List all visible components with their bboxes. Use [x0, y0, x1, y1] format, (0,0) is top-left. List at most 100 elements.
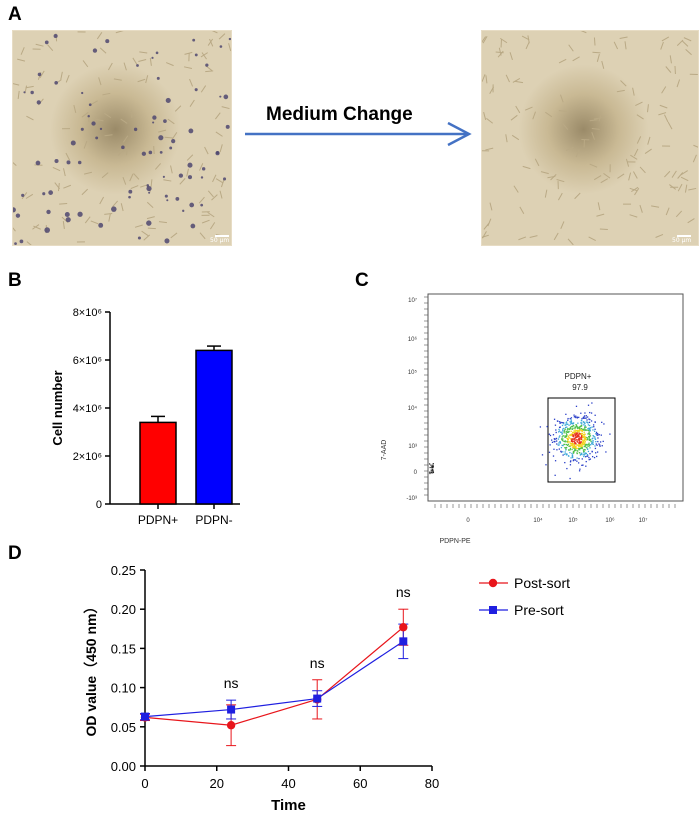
flow-event	[564, 451, 566, 453]
flow-event	[572, 441, 574, 443]
cell	[129, 173, 134, 182]
cell	[82, 60, 89, 68]
data-point-pre-sort	[399, 637, 408, 646]
flow-event	[573, 437, 575, 440]
flow-event	[583, 438, 586, 440]
cell	[174, 105, 182, 112]
stained-cell	[148, 150, 153, 155]
flow-event	[431, 465, 433, 467]
cell	[547, 175, 556, 179]
flow-event	[560, 446, 563, 449]
flow-event	[591, 426, 593, 428]
cell	[17, 58, 26, 62]
flow-event	[605, 451, 607, 453]
flow-event	[570, 419, 572, 421]
stained-cell	[146, 220, 152, 226]
data-point-post-sort	[399, 623, 408, 632]
flow-event	[561, 439, 563, 441]
stained-cell	[128, 189, 133, 194]
cell	[593, 37, 596, 46]
flow-event	[590, 412, 593, 414]
flow-event	[576, 444, 578, 446]
flow-event	[574, 438, 576, 440]
flow-x-tick-label: 10⁷	[639, 517, 648, 524]
flow-event	[589, 430, 591, 432]
flow-event	[585, 438, 587, 440]
flow-event	[581, 452, 583, 454]
cell	[593, 117, 602, 120]
flow-event	[578, 430, 581, 432]
micrograph-after: 50 μm	[481, 30, 699, 246]
flow-event	[432, 466, 434, 468]
flow-event	[594, 438, 596, 440]
flow-event	[551, 441, 554, 443]
flow-event	[571, 452, 573, 455]
cell	[591, 127, 600, 130]
flow-event	[579, 426, 581, 429]
y-tick-label: 0.25	[111, 563, 136, 578]
cell	[214, 112, 221, 120]
cell	[13, 224, 16, 232]
flow-x-label: PDPN-PE	[439, 538, 470, 545]
cell	[601, 60, 605, 69]
flow-event	[576, 440, 578, 442]
flow-event	[586, 419, 588, 421]
flow-event	[600, 434, 602, 436]
flow-event	[593, 435, 595, 438]
y-tick-label: 8×10⁶	[73, 307, 102, 319]
flow-event	[585, 460, 587, 463]
cell	[215, 131, 223, 137]
flow-event	[570, 460, 572, 462]
flow-event	[586, 429, 588, 431]
flow-event	[584, 429, 586, 432]
flow-event	[572, 425, 575, 427]
flow-event	[576, 438, 578, 441]
flow-event	[566, 467, 568, 470]
cell	[96, 32, 103, 40]
cell	[63, 168, 66, 177]
stained-cell	[146, 185, 152, 192]
flow-event	[569, 445, 571, 447]
flow-event	[575, 434, 577, 436]
flow-event	[571, 448, 573, 451]
cell	[26, 241, 34, 245]
cell	[603, 172, 611, 179]
flow-event	[575, 437, 577, 439]
flow-y-tick-label: 10⁵	[408, 369, 418, 376]
flow-event	[592, 429, 594, 431]
flow-event	[565, 421, 568, 423]
flow-event	[578, 434, 580, 436]
flow-event	[588, 418, 590, 420]
flow-event	[560, 450, 562, 452]
x-tick-label: 60	[353, 776, 367, 791]
cell	[688, 187, 697, 191]
stained-cell	[219, 45, 223, 48]
flow-event	[569, 461, 572, 463]
flow-event	[432, 464, 434, 466]
flow-event	[592, 437, 594, 439]
cell	[47, 44, 54, 52]
cell	[33, 225, 41, 230]
flow-event	[590, 440, 592, 443]
cell	[112, 200, 119, 208]
cell-number-bar-chart: 0 2×10⁶ 4×10⁶ 6×10⁶ 8×10⁶ PDPN+ PDPN- Cell numb…	[50, 307, 240, 527]
flow-event	[572, 422, 574, 425]
x-axis-label: Time	[271, 797, 306, 814]
flow-event	[575, 405, 578, 407]
cell	[532, 111, 536, 120]
cell	[145, 75, 149, 84]
flow-y-label: 7-AAD	[381, 440, 388, 461]
cell	[17, 90, 20, 99]
x-tick-label: PDPN-	[195, 513, 232, 527]
flow-event	[587, 450, 590, 453]
cell	[123, 62, 127, 71]
flow-event	[565, 422, 567, 424]
cell	[518, 236, 527, 241]
cell	[562, 123, 569, 130]
stained-cell	[77, 211, 83, 217]
cell	[107, 62, 113, 71]
flow-event	[569, 427, 572, 430]
cell	[166, 62, 174, 67]
flow-event	[588, 435, 590, 438]
cell	[625, 158, 630, 167]
